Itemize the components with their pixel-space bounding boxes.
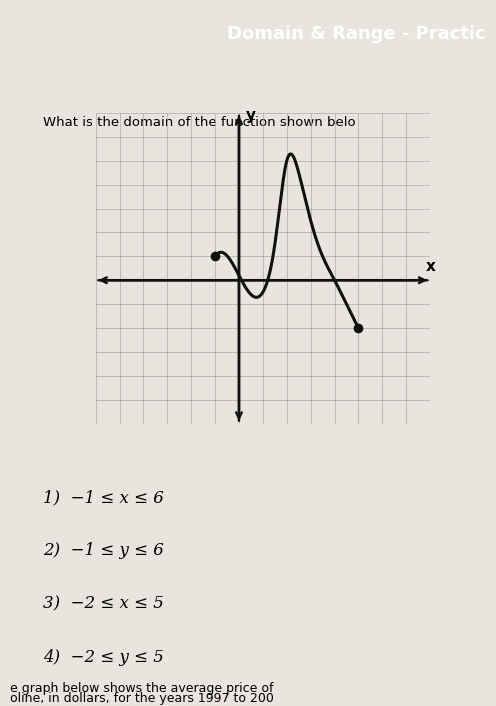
Text: 2)  −1 ≤ y ≤ 6: 2) −1 ≤ y ≤ 6 xyxy=(43,542,164,559)
Text: 4)  −2 ≤ y ≤ 5: 4) −2 ≤ y ≤ 5 xyxy=(43,650,164,666)
Text: 3)  −2 ≤ x ≤ 5: 3) −2 ≤ x ≤ 5 xyxy=(43,596,164,613)
Text: oline, in dollars, for the years 1997 to 200: oline, in dollars, for the years 1997 to… xyxy=(10,692,274,705)
Text: What is the domain of the function shown belo: What is the domain of the function shown… xyxy=(43,116,356,128)
Text: e graph below shows the average price of: e graph below shows the average price of xyxy=(10,683,273,695)
Text: y: y xyxy=(246,108,256,123)
Text: 1)  −1 ≤ x ≤ 6: 1) −1 ≤ x ≤ 6 xyxy=(43,489,164,506)
Text: x: x xyxy=(426,258,435,274)
Text: Domain & Range - Practic: Domain & Range - Practic xyxy=(228,25,486,43)
